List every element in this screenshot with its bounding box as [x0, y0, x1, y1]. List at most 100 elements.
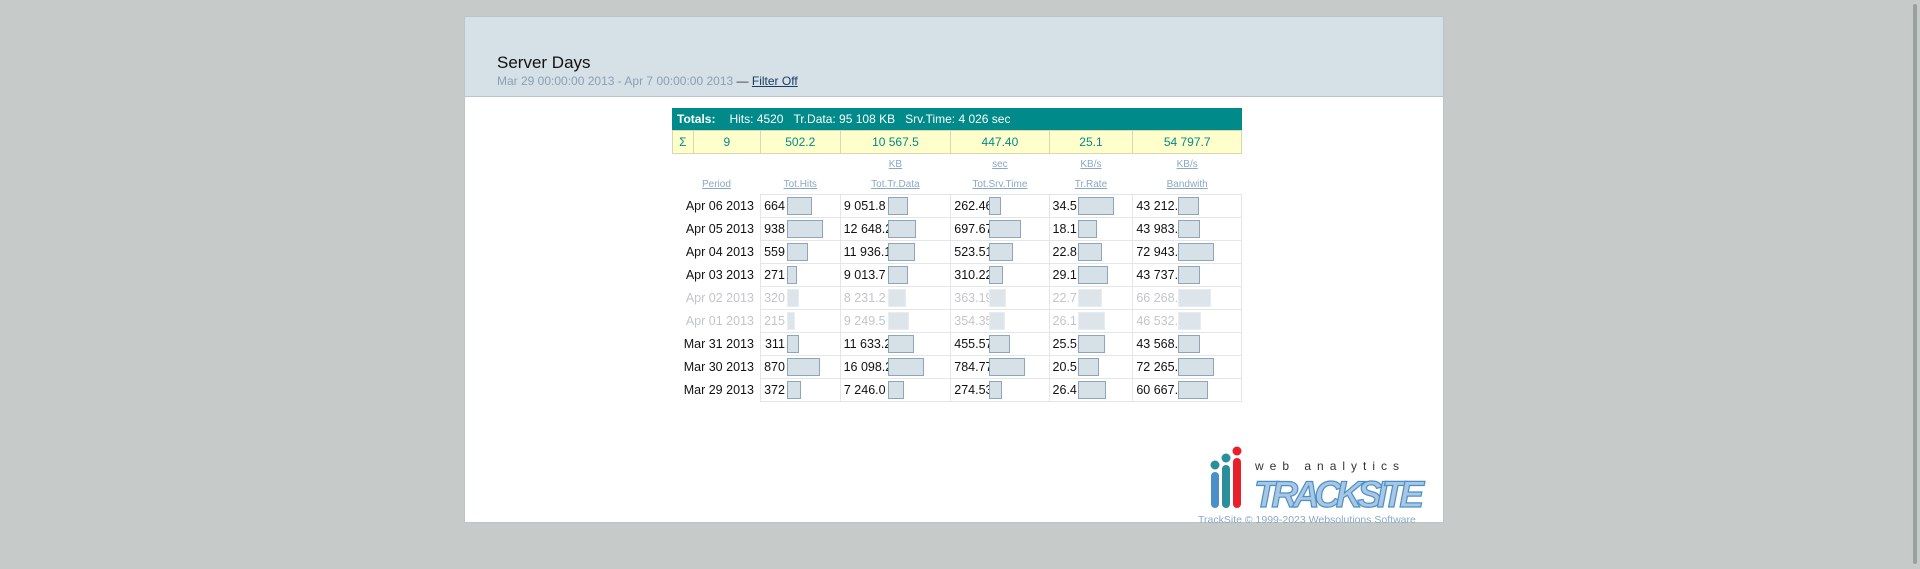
row-srvtime: 697.67 — [950, 217, 1050, 241]
totals-srvtime: Srv.Time: 4 026 sec — [905, 112, 1011, 126]
row-srvtime-value: 363.19 — [954, 291, 993, 305]
row-trdata: 16 098.2 — [839, 355, 952, 379]
row-bandwidth: 43 568.3 — [1132, 332, 1242, 356]
unit-trdata-link[interactable]: KB — [888, 158, 903, 170]
row-rate: 22.7 — [1048, 286, 1134, 310]
row-srvtime-bar — [989, 197, 1002, 215]
row-rate: 20.5 — [1048, 355, 1134, 379]
row-hits-bar — [786, 358, 820, 376]
row-srvtime-value: 262.46 — [954, 199, 993, 213]
row-hits-value: 559 — [764, 245, 785, 259]
row-trdata-value: 7 246.0 — [843, 383, 886, 397]
row-trdata: 7 246.0 — [839, 378, 952, 402]
row-trdata: 11 633.2 — [839, 332, 952, 356]
row-bandwidth-value: 60 667.6 — [1136, 383, 1186, 397]
row-bandwidth-value: 66 268.5 — [1136, 291, 1186, 305]
people-icon — [1210, 446, 1242, 508]
row-trdata-bar — [887, 220, 916, 238]
row-rate-value: 25.5 — [1052, 337, 1077, 351]
row-srvtime-bar — [989, 266, 1004, 284]
row-hits-value: 320 — [764, 291, 785, 305]
row-hits: 938 — [759, 217, 841, 241]
unit-bandwidth-link[interactable]: KB/s — [1176, 158, 1198, 170]
date-range-subtitle: Mar 29 00:00:00 2013 - Apr 7 00:00:00 20… — [497, 74, 798, 88]
row-trdata-bar — [887, 197, 908, 215]
row-srvtime-bar — [989, 289, 1007, 307]
logo-brand: TRACKSITE — [1254, 474, 1425, 515]
row-rate-bar — [1077, 243, 1102, 261]
row-srvtime-bar — [989, 381, 1003, 399]
row-hits: 215 — [759, 309, 841, 333]
totals-bar: Totals: Hits: 4520 Tr.Data: 95 108 KB Sr… — [672, 108, 1242, 130]
row-srvtime: 262.46 — [950, 194, 1050, 218]
table-row: Mar 31 2013 311 11 633.2 455.57 25.5 43 568.3 — [673, 332, 1242, 356]
row-trdata-value: 16 098.2 — [843, 360, 893, 374]
row-srvtime: 455.57 — [950, 332, 1050, 356]
row-hits-bar — [786, 220, 823, 238]
row-trdata-value: 12 648.2 — [843, 222, 893, 236]
row-bandwidth: 72 943.7 — [1132, 240, 1242, 264]
logo-tagline: web analytics — [1254, 459, 1405, 473]
row-bandwidth: 43 212.2 — [1132, 194, 1242, 218]
row-rate-bar — [1077, 381, 1106, 399]
row-hits: 559 — [759, 240, 841, 264]
row-rate: 34.5 — [1048, 194, 1134, 218]
row-bandwidth-value: 46 532.7 — [1136, 314, 1186, 328]
row-rate-bar — [1077, 266, 1108, 284]
row-rate-bar — [1077, 358, 1099, 376]
row-bandwidth: 43 737.1 — [1132, 263, 1242, 287]
row-rate: 26.1 — [1048, 309, 1134, 333]
avg-srvtime: 447.40 — [950, 130, 1050, 154]
separator: — — [736, 74, 749, 88]
column-trdata-link[interactable]: Tot.Tr.Data — [871, 178, 920, 190]
column-bandwidth-link[interactable]: Bandwith — [1166, 178, 1208, 190]
row-bandwidth-bar — [1178, 197, 1200, 215]
row-srvtime-value: 274.53 — [954, 383, 993, 397]
table-row: Apr 06 2013 664 9 051.8 262.46 34.5 43 212.2 — [673, 194, 1242, 218]
row-period: Mar 29 2013 — [683, 383, 754, 397]
row-srvtime: 784.77 — [950, 355, 1050, 379]
row-trdata-value: 9 051.8 — [843, 199, 886, 213]
unit-srvtime-link[interactable]: sec — [992, 158, 1008, 170]
scrollbar-thumb[interactable] — [1913, 4, 1917, 564]
data-rows: Apr 06 2013 664 9 051.8 262.46 34.5 43 212.2 A… — [673, 194, 1242, 402]
tracksite-logo: web analytics TRACKSITE — [1210, 446, 1426, 515]
table-row: Apr 03 2013 271 9 013.7 310.22 29.1 43 737.1 — [673, 263, 1242, 287]
row-bandwidth-value: 43 568.3 — [1136, 337, 1186, 351]
column-period-link[interactable]: Period — [702, 178, 731, 190]
row-srvtime-value: 310.22 — [954, 268, 993, 282]
row-trdata-bar — [887, 312, 909, 330]
column-header-row: Period Tot.Hits Tot.Tr.Data Tot.Srv.Time… — [673, 174, 1242, 195]
row-period: Mar 30 2013 — [683, 360, 754, 374]
row-bandwidth: 46 532.7 — [1132, 309, 1242, 333]
row-srvtime-bar — [989, 220, 1022, 238]
row-hits-value: 215 — [764, 314, 785, 328]
row-trdata-bar — [887, 243, 915, 261]
page-scrollbar[interactable] — [1908, 0, 1920, 569]
date-range: Mar 29 00:00:00 2013 - Apr 7 00:00:00 20… — [497, 74, 734, 88]
row-hits: 870 — [759, 355, 841, 379]
row-trdata-value: 8 231.2 — [843, 291, 886, 305]
row-srvtime-bar — [989, 358, 1026, 376]
row-trdata: 8 231.2 — [839, 286, 952, 310]
row-hits-value: 372 — [764, 383, 785, 397]
row-srvtime-value: 354.35 — [954, 314, 993, 328]
row-srvtime-value: 455.57 — [954, 337, 993, 351]
row-trdata: 9 013.7 — [839, 263, 952, 287]
row-hits: 372 — [759, 378, 841, 402]
totals-trdata: Tr.Data: 95 108 KB — [793, 112, 896, 126]
row-rate: 22.8 — [1048, 240, 1134, 264]
row-trdata-bar — [887, 381, 904, 399]
row-trdata: 11 936.1 — [839, 240, 952, 264]
avg-trdata: 10 567.5 — [839, 130, 952, 154]
totals-hits: Hits: 4520 — [729, 112, 784, 126]
column-srvtime-link[interactable]: Tot.Srv.Time — [972, 178, 1028, 190]
row-bandwidth: 60 667.6 — [1132, 378, 1242, 402]
filter-off-link[interactable]: Filter Off — [751, 74, 798, 88]
row-rate-bar — [1077, 220, 1097, 238]
avg-hits: 502.2 — [759, 130, 841, 154]
unit-rate-link[interactable]: KB/s — [1080, 158, 1102, 170]
row-rate: 18.1 — [1048, 217, 1134, 241]
column-hits-link[interactable]: Tot.Hits — [783, 178, 817, 190]
column-rate-link[interactable]: Tr.Rate — [1074, 178, 1108, 190]
